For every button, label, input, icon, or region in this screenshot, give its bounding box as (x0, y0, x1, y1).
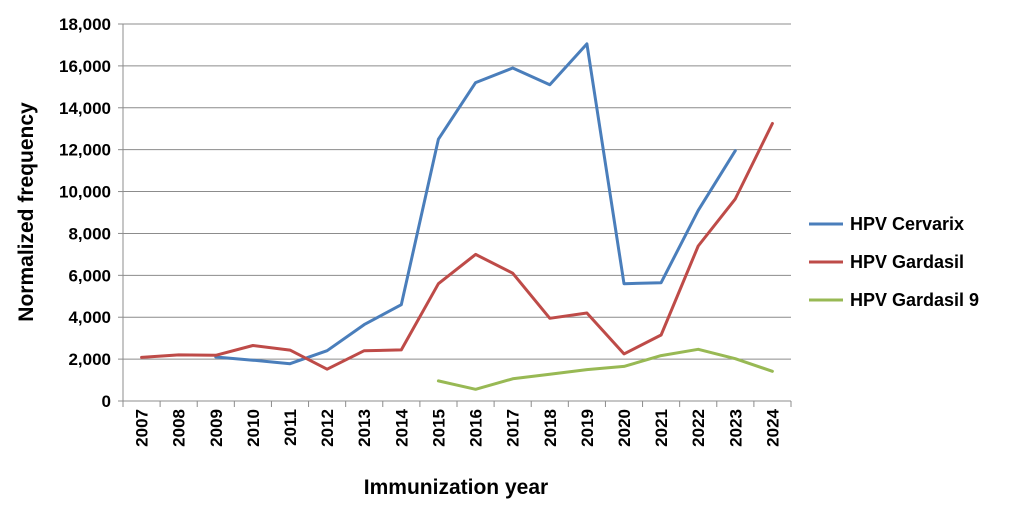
x-tick-label: 2013 (355, 409, 374, 447)
x-tick-label: 2020 (615, 409, 634, 447)
series-line-hpv-gardasil-9 (436, 347, 774, 391)
x-tick-label: 2018 (541, 409, 560, 447)
y-tick-label: 6,000 (68, 266, 111, 285)
x-tick-label: 2024 (763, 408, 782, 446)
legend-label: HPV Gardasil 9 (850, 290, 979, 310)
y-tick-label: 18,000 (59, 15, 111, 34)
y-tick-label: 10,000 (59, 183, 111, 202)
y-tick-label: 12,000 (59, 141, 111, 160)
y-tick-label: 14,000 (59, 99, 111, 118)
x-axis-title: Immunization year (364, 476, 548, 499)
x-tick-label: 2012 (318, 409, 337, 447)
x-tick-label: 2023 (726, 409, 745, 447)
y-tick-label: 2,000 (68, 350, 111, 369)
x-tick-label: 2009 (207, 409, 226, 447)
x-tick-label: 2015 (429, 409, 448, 447)
y-axis-title: Normalized frequency (15, 102, 38, 322)
x-tick-label: 2022 (689, 409, 708, 447)
y-tick-labels: 0 2,000 4,000 6,000 8,000 10,000 12,000 14,000 1… (59, 15, 111, 411)
x-tick-label: 2011 (281, 409, 300, 446)
x-tick-label: 2010 (244, 409, 263, 447)
x-tick-label: 2008 (170, 409, 189, 447)
axes (118, 23, 792, 407)
y-tick-label: 8,000 (68, 224, 111, 243)
series-line-hpv-cervarix (214, 42, 737, 366)
legend: HPV Cervarix HPV Gardasil HPV Gardasil 9 (809, 214, 979, 310)
x-tick-label: 2007 (133, 409, 152, 447)
y-tick-label: 4,000 (68, 308, 111, 327)
gridlines (123, 23, 791, 360)
x-tick-label: 2014 (392, 408, 411, 446)
x-tick-label: 2019 (578, 409, 597, 447)
series-line-hpv-gardasil (140, 122, 774, 371)
legend-label: HPV Gardasil (850, 252, 964, 272)
y-tick-label: 16,000 (59, 57, 111, 76)
legend-label: HPV Cervarix (850, 214, 964, 234)
series-lines (140, 42, 774, 391)
x-tick-label: 2016 (467, 409, 486, 447)
x-tick-label: 2017 (504, 409, 523, 447)
x-tick-label: 2021 (652, 409, 671, 447)
y-tick-label: 0 (102, 392, 111, 411)
x-tick-labels: 2007 2008 2009 2010 2011 2012 2013 2014 2015 2016… (133, 408, 783, 446)
